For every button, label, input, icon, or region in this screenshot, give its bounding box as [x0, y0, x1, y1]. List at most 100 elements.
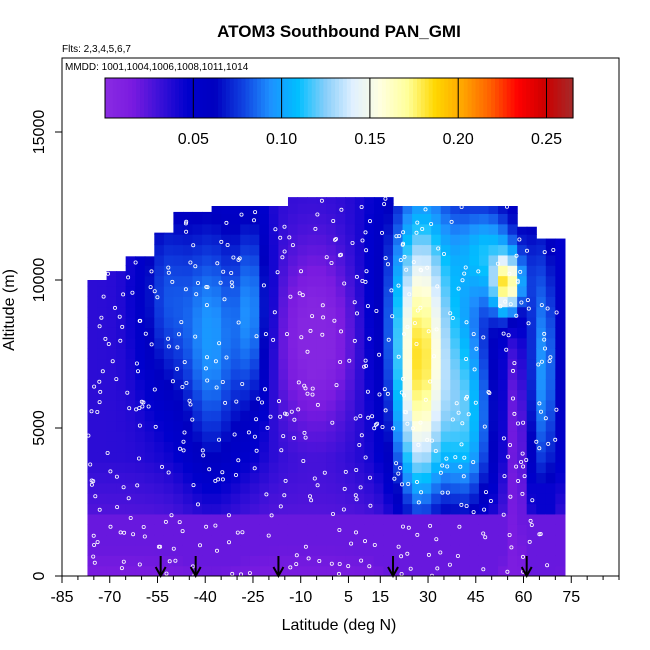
sample-point	[97, 400, 102, 405]
heatmap-cell	[402, 441, 413, 453]
heatmap-cell	[144, 296, 155, 308]
heatmap-cell	[431, 244, 442, 256]
heatmap-cell	[240, 503, 251, 515]
heatmap-cell	[326, 410, 337, 422]
heatmap-cell	[326, 513, 337, 525]
heatmap-cell	[259, 317, 270, 328]
heatmap-cell	[536, 513, 547, 525]
sample-point	[418, 420, 423, 425]
heatmap-cell	[373, 234, 385, 246]
heatmap-cell	[97, 451, 108, 463]
heatmap-cell	[345, 265, 356, 277]
sample-point	[193, 264, 198, 269]
heatmap-cell	[469, 213, 480, 225]
heatmap-cell	[287, 368, 299, 380]
sample-point	[507, 442, 512, 447]
heatmap-cell	[307, 234, 318, 246]
heatmap-cell	[364, 410, 375, 422]
heatmap-cell	[154, 441, 165, 453]
heatmap-cell	[326, 358, 337, 370]
sample-point	[416, 500, 421, 505]
heatmap-cell	[163, 472, 174, 484]
heatmap-cell	[440, 358, 451, 370]
heatmap-cell	[211, 234, 222, 246]
sample-point	[367, 475, 372, 480]
heatmap-cell	[221, 275, 232, 287]
heatmap-cell	[163, 534, 174, 546]
colorbar-segment	[471, 78, 477, 118]
sample-point	[264, 492, 269, 497]
heatmap-cell	[173, 482, 184, 494]
sample-point	[337, 562, 342, 567]
heatmap-cell	[488, 306, 499, 318]
heatmap-cell	[431, 317, 442, 328]
heatmap-cell	[106, 379, 117, 391]
heatmap-cell	[87, 285, 98, 297]
heatmap-cell	[106, 399, 117, 411]
heatmap-cell	[307, 379, 318, 391]
colorbar-segment	[374, 78, 379, 118]
sample-point	[108, 469, 113, 474]
sample-point	[462, 455, 467, 460]
heatmap-cell	[163, 254, 174, 266]
heatmap-cell	[526, 368, 537, 380]
heatmap-cell	[393, 493, 404, 505]
heatmap-cell	[211, 379, 222, 391]
sample-point	[131, 532, 136, 537]
sample-point	[401, 230, 406, 235]
heatmap-cell	[87, 451, 98, 463]
sample-point	[365, 389, 370, 394]
heatmap-cell	[469, 389, 480, 401]
heatmap-cell	[345, 213, 356, 225]
heatmap-cell	[383, 296, 394, 308]
heatmap-cell	[182, 389, 194, 401]
sample-point	[482, 507, 487, 512]
heatmap-cell	[373, 317, 385, 328]
heatmap-cell	[459, 296, 471, 308]
heatmap-cell	[116, 296, 127, 308]
heatmap-cell	[450, 451, 461, 463]
heatmap-cell	[526, 296, 537, 308]
heatmap-cell	[297, 441, 308, 453]
heatmap-cell	[211, 524, 222, 536]
heatmap-cell	[221, 234, 232, 246]
heatmap-cell	[182, 358, 194, 370]
sample-point	[166, 344, 171, 349]
heatmap-cell	[316, 544, 327, 556]
heatmap-cell	[354, 472, 365, 484]
heatmap-cell	[297, 306, 308, 318]
colorbar-segment	[514, 78, 519, 118]
heatmap-cell	[421, 389, 432, 401]
heatmap-cell	[307, 472, 318, 484]
heatmap-cell	[135, 337, 146, 349]
heatmap-cell	[335, 472, 346, 484]
heatmap-cell	[230, 275, 241, 287]
heatmap-cell	[116, 482, 127, 494]
heatmap-cell	[249, 565, 260, 576]
sample-point	[474, 346, 479, 351]
heatmap-cell	[278, 379, 289, 391]
heatmap-cell	[316, 317, 327, 328]
heatmap-cell	[431, 275, 442, 287]
heatmap-cell	[412, 472, 423, 484]
sample-point	[354, 497, 359, 502]
sample-point	[471, 332, 476, 337]
heatmap-cell	[345, 317, 356, 328]
heatmap-cell	[97, 358, 108, 370]
heatmap-cell	[373, 430, 385, 442]
heatmap-cell	[536, 441, 547, 453]
heatmap-cell	[345, 399, 356, 411]
heatmap-cell	[526, 317, 537, 328]
heatmap-cell	[402, 285, 413, 297]
colorbar-segment	[495, 78, 500, 118]
heatmap-cell	[154, 565, 165, 576]
sample-point	[358, 485, 363, 490]
heatmap-cell	[182, 223, 194, 235]
heatmap-cell	[154, 524, 165, 536]
sample-point	[89, 482, 94, 487]
heatmap-cell	[517, 348, 528, 360]
heatmap-cell	[393, 462, 404, 473]
heatmap-cell	[440, 493, 451, 505]
heatmap-cell	[517, 482, 528, 494]
heatmap-cell	[230, 462, 241, 473]
